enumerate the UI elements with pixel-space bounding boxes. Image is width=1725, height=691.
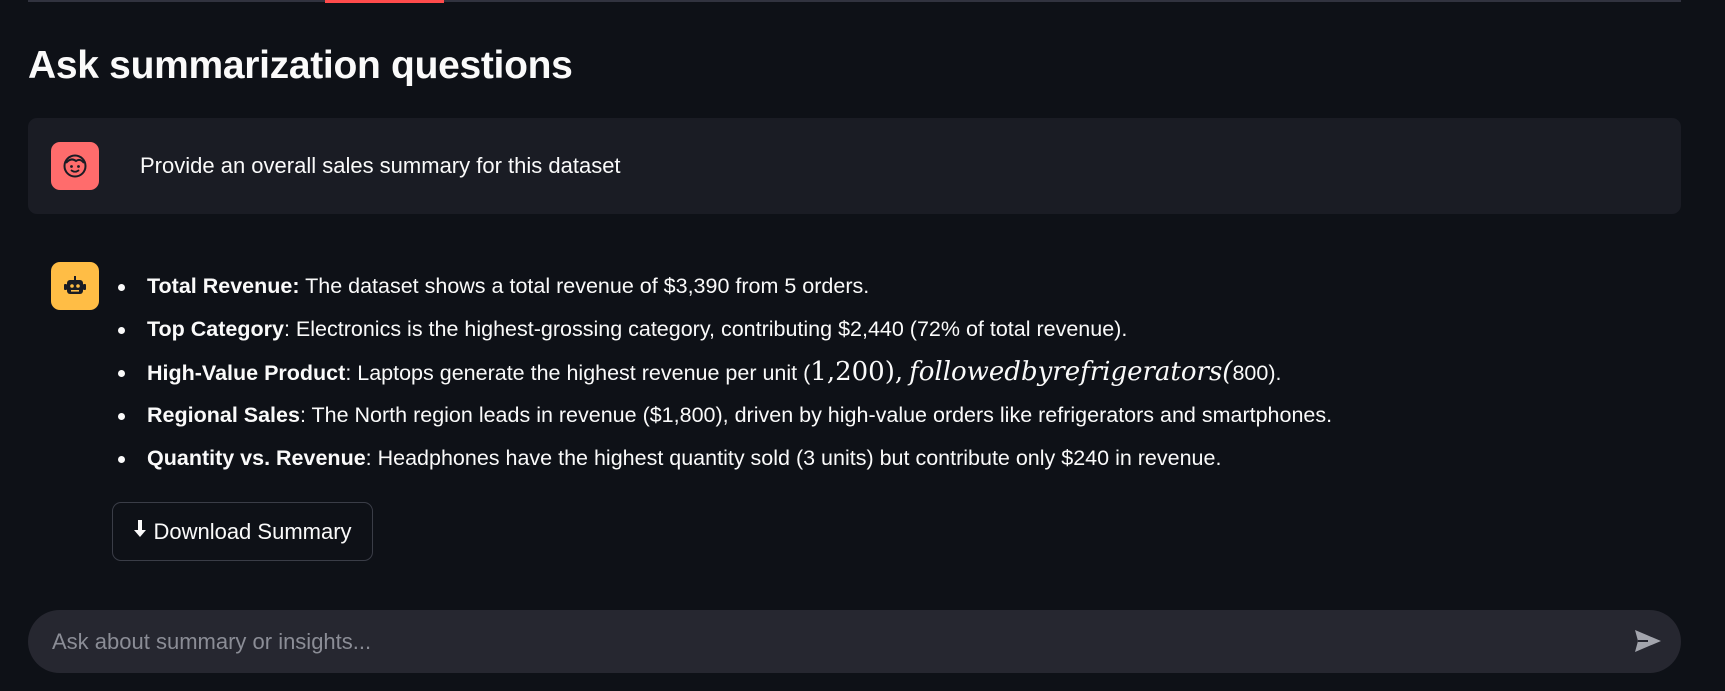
bullet-label: Top Category	[147, 317, 284, 341]
bullet-label: Quantity vs. Revenue	[147, 446, 366, 470]
list-item: Total Revenue: The dataset shows a total…	[118, 268, 1332, 311]
arrow-down-icon	[133, 519, 147, 545]
bullet-text: The dataset shows a total revenue of $3,…	[299, 274, 870, 298]
user-message-text: Provide an overall sales summary for thi…	[140, 153, 621, 178]
send-button[interactable]	[1629, 623, 1667, 661]
bullet-label: High-Value Product	[147, 361, 346, 385]
math-italic-text: followedbyrefrigerators(	[909, 357, 1233, 387]
bullet-text: : Headphones have the highest quantity s…	[365, 446, 1222, 470]
download-button-label: Download Summary	[153, 518, 352, 544]
bullet-text: : Electronics is the highest-grossing ca…	[283, 317, 1128, 341]
download-summary-button[interactable]: Download Summary	[112, 502, 373, 561]
bullet-text: : The North region leads in revenue ($1,…	[299, 403, 1333, 427]
user-message: Provide an overall sales summary for thi…	[28, 118, 1681, 214]
bullet-label: Regional Sales	[147, 403, 300, 427]
list-item: Quantity vs. Revenue: Headphones have th…	[118, 440, 1332, 483]
math-numbers: 1,200),	[810, 357, 904, 387]
bullet-label: Total Revenue:	[147, 274, 300, 298]
summary-list: Total Revenue: The dataset shows a total…	[118, 268, 1332, 483]
list-item: Regional Sales: The North region leads i…	[118, 397, 1332, 440]
page-title: Ask summarization questions	[28, 44, 573, 87]
send-icon	[1633, 628, 1663, 657]
user-face-icon	[51, 142, 99, 190]
chat-input-container	[28, 610, 1681, 673]
tabs-divider	[28, 0, 1681, 2]
active-tab-indicator	[325, 0, 444, 3]
robot-icon	[51, 262, 99, 310]
list-item: Top Category: Electronics is the highest…	[118, 311, 1332, 354]
bullet-text: : Laptops generate the highest revenue p…	[345, 361, 811, 385]
chat-input[interactable]	[52, 610, 1592, 673]
bullet-text-end: 800).	[1232, 361, 1282, 385]
list-item: High-Value Product: Laptops generate the…	[118, 354, 1332, 397]
